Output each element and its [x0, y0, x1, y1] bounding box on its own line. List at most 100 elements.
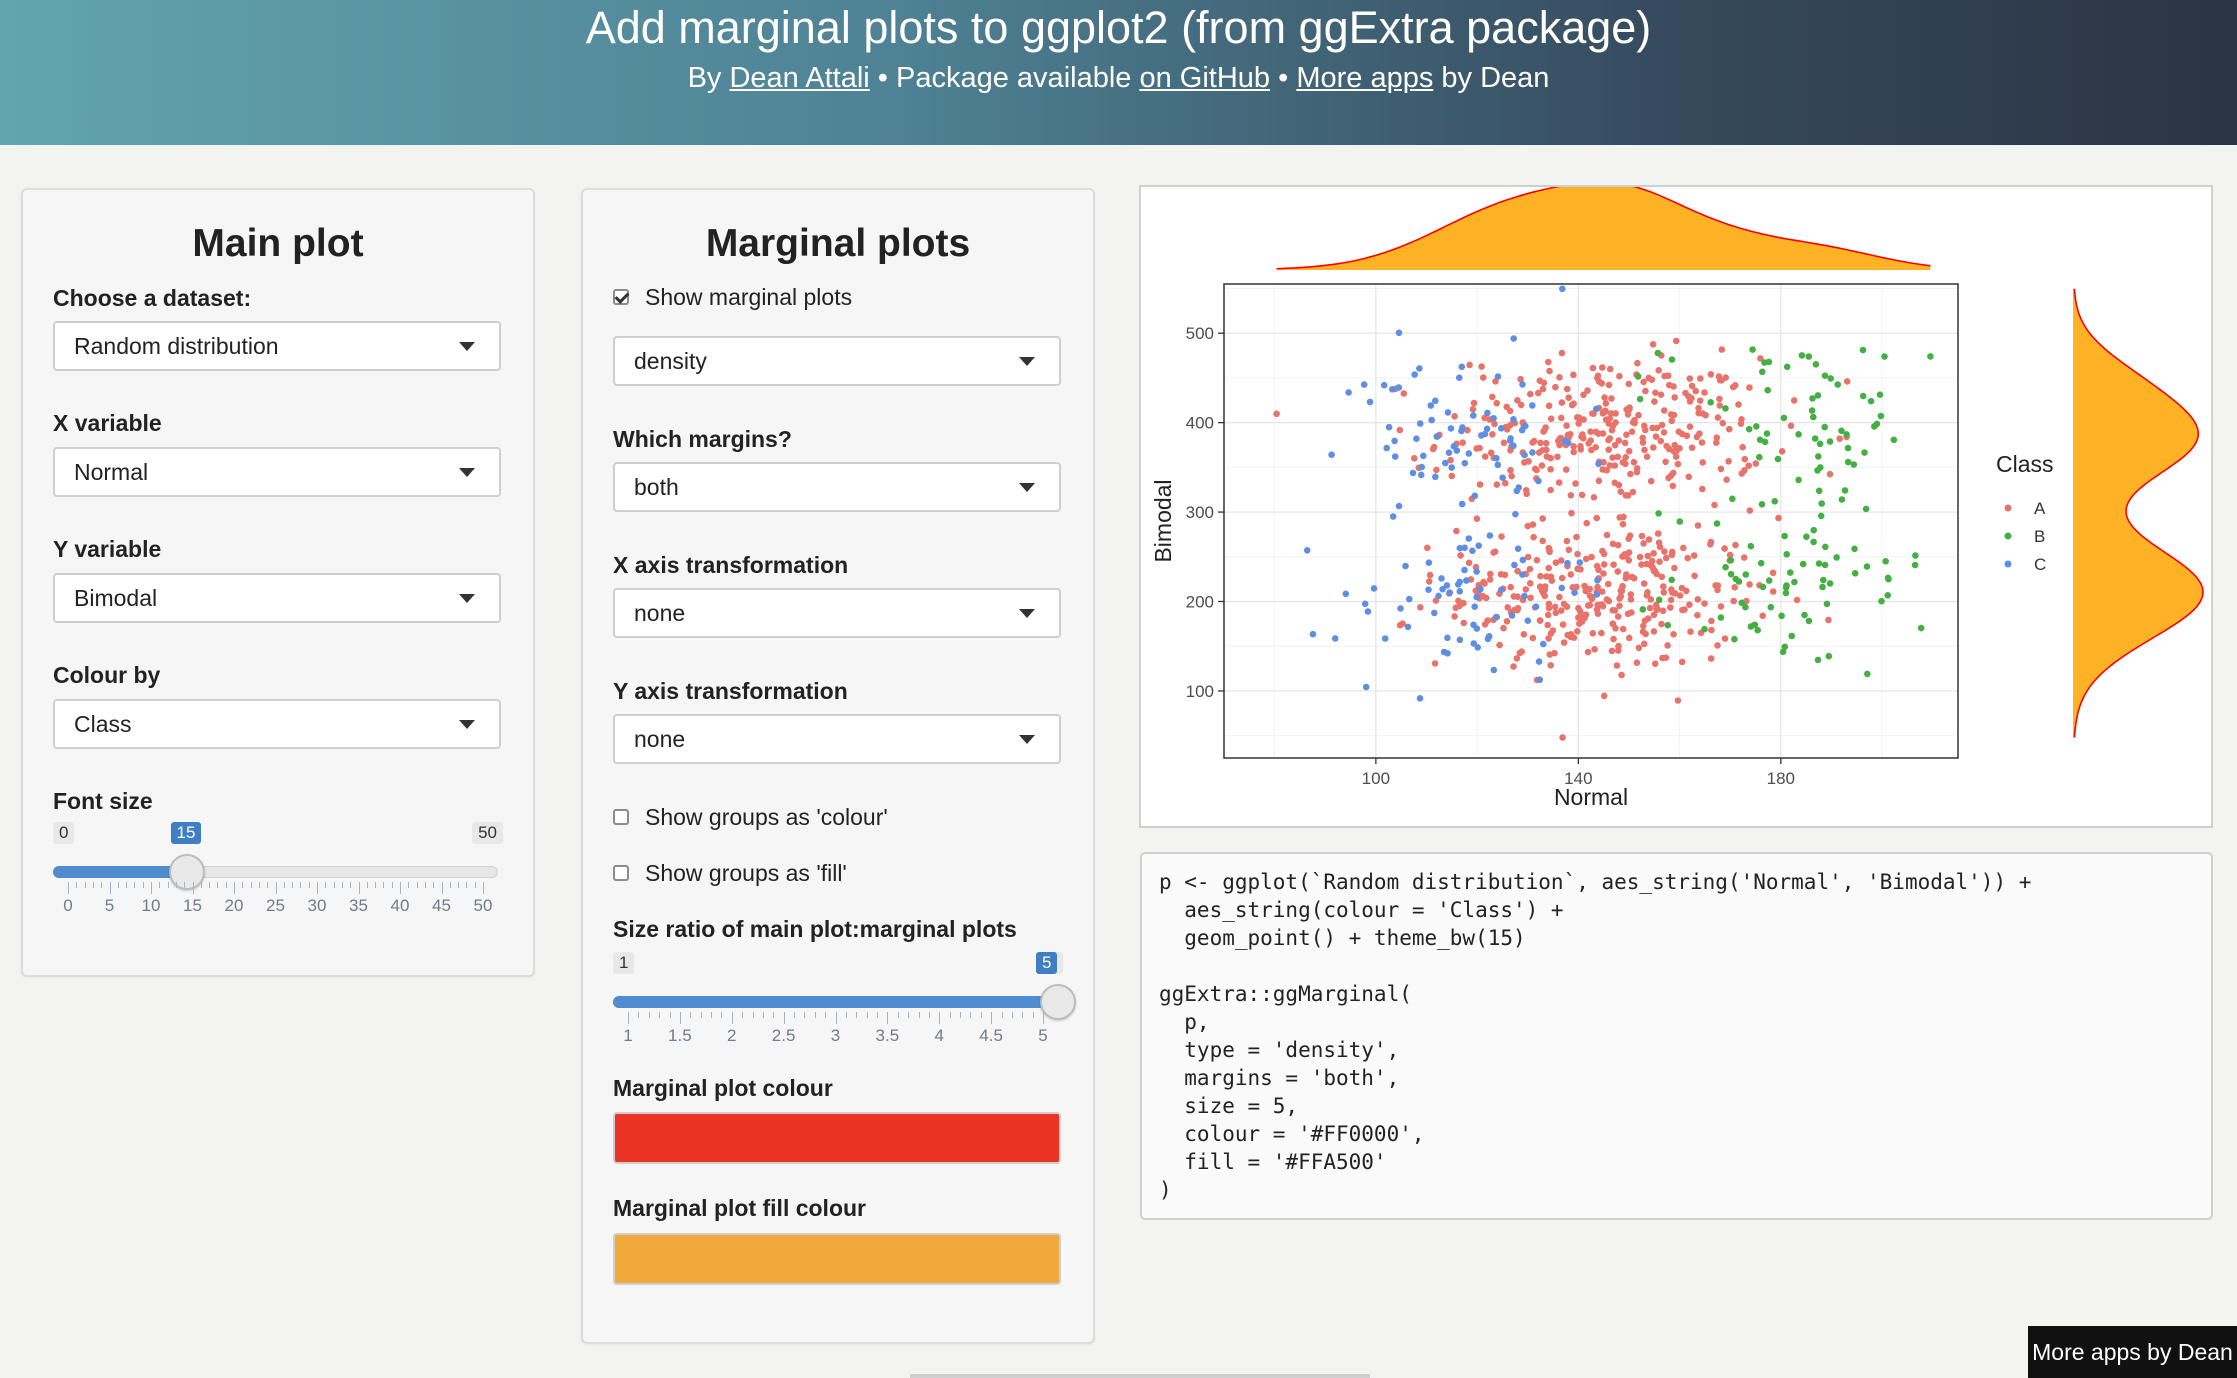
- data-point-A: [1563, 422, 1570, 429]
- data-point-A: [1589, 630, 1597, 637]
- legend-label-C: C: [2034, 555, 2046, 574]
- data-point-A: [1538, 462, 1546, 469]
- colour-by-select[interactable]: Class: [53, 699, 501, 749]
- data-point-C: [1456, 374, 1463, 381]
- data-point-A: [1510, 593, 1518, 600]
- data-point-A: [1484, 617, 1491, 624]
- data-point-A: [1590, 494, 1598, 501]
- data-point-A: [1601, 394, 1608, 401]
- font-slider-minor-tick: [200, 882, 202, 888]
- data-point-A: [1628, 428, 1636, 435]
- data-point-B: [1798, 352, 1806, 359]
- data-point-A: [1545, 635, 1552, 642]
- data-point-B: [1890, 436, 1898, 444]
- data-point-C: [1521, 451, 1528, 459]
- data-point-C: [1416, 420, 1424, 427]
- data-point-B: [1729, 495, 1736, 503]
- data-point-A: [1650, 567, 1658, 575]
- data-point-A: [1647, 477, 1655, 485]
- legend-key-C: [2004, 560, 2012, 568]
- font-size-slider[interactable]: 0 50 15 0 5 10 15 20 25 30 35 40 45 50: [53, 822, 503, 915]
- size-slider-tick: [835, 1012, 837, 1024]
- data-point-B: [1803, 533, 1810, 540]
- groups-fill-checkbox[interactable]: Show groups as 'fill': [613, 860, 913, 888]
- data-point-C: [1417, 471, 1425, 479]
- data-point-A: [1826, 470, 1834, 478]
- size-ratio-slider[interactable]: 15511.522.533.544.55: [613, 952, 1076, 1045]
- data-point-A: [1670, 631, 1677, 638]
- x-variable-select[interactable]: Normal: [53, 447, 501, 497]
- data-point-A: [1790, 397, 1798, 404]
- data-point-A: [1644, 589, 1651, 596]
- data-point-B: [1863, 563, 1871, 570]
- data-point-C: [1381, 635, 1389, 642]
- size-slider-minor-tick: [845, 1012, 847, 1018]
- data-point-A: [1589, 364, 1597, 372]
- author-link[interactable]: Dean Attali: [729, 62, 870, 94]
- data-point-A: [1668, 417, 1676, 425]
- data-point-A: [1617, 488, 1624, 496]
- marginal-colour-picker[interactable]: [613, 1112, 1061, 1164]
- data-point-A: [1451, 613, 1458, 620]
- data-point-A: [1654, 530, 1662, 537]
- margins-select[interactable]: both: [613, 462, 1061, 512]
- data-point-B: [1810, 526, 1817, 534]
- data-point-A: [1730, 597, 1737, 605]
- more-apps-button[interactable]: More apps by Dean: [2028, 1326, 2237, 1378]
- github-link[interactable]: on GitHub: [1139, 62, 1271, 94]
- font-slider-minor-tick: [84, 882, 86, 888]
- data-point-A: [1643, 560, 1650, 568]
- data-point-A: [1481, 414, 1488, 422]
- font-slider-minor-tick: [416, 882, 418, 888]
- data-point-A: [1657, 437, 1665, 445]
- plot-type-select[interactable]: density: [613, 336, 1061, 386]
- data-point-B: [1814, 656, 1822, 664]
- legend-label-B: B: [2034, 527, 2045, 546]
- data-point-C: [1331, 635, 1339, 642]
- y-transform-select[interactable]: none: [613, 714, 1061, 764]
- more-apps-link[interactable]: More apps: [1296, 62, 1434, 94]
- dataset-select-value: Random distribution: [74, 333, 279, 359]
- font-slider-tick: [483, 882, 484, 894]
- size-slider-fill: [613, 996, 1058, 1008]
- data-point-B: [1822, 543, 1829, 551]
- font-slider-handle[interactable]: [168, 854, 205, 890]
- data-point-A: [1396, 426, 1404, 434]
- data-point-A: [1630, 458, 1638, 466]
- data-point-A: [1426, 571, 1434, 579]
- data-point-C: [1364, 608, 1372, 615]
- data-point-A: [1547, 486, 1554, 494]
- size-slider-minor-tick: [949, 1012, 951, 1018]
- data-point-A: [1600, 550, 1608, 558]
- size-slider-handle[interactable]: [1040, 984, 1076, 1020]
- dataset-select[interactable]: Random distribution: [53, 321, 501, 371]
- data-point-C: [1432, 473, 1439, 481]
- data-point-A: [1644, 552, 1652, 560]
- marginal-fill-label: Marginal plot fill colour: [613, 1195, 866, 1221]
- x-variable-select-value: Normal: [74, 459, 149, 485]
- marginal-fill-picker[interactable]: [613, 1233, 1061, 1285]
- size-ratio-label: Size ratio of main plot:marginal plots: [613, 916, 1017, 942]
- data-point-C: [1456, 578, 1463, 586]
- font-slider-minor-tick: [325, 882, 327, 888]
- show-marginal-checkbox[interactable]: Show marginal plots: [613, 284, 913, 312]
- data-point-A: [1641, 446, 1648, 454]
- chevron-down-icon: [1019, 735, 1035, 744]
- data-point-B: [1781, 643, 1789, 651]
- data-point-B: [1814, 467, 1821, 474]
- data-point-A: [1612, 410, 1619, 417]
- data-point-A: [1610, 635, 1617, 643]
- x-transform-select[interactable]: none: [613, 588, 1061, 638]
- data-point-A: [1493, 481, 1501, 488]
- data-point-A: [1584, 648, 1592, 656]
- data-point-C: [1456, 588, 1464, 595]
- size-slider-tick-label: 1.5: [668, 1026, 692, 1045]
- horizontal-scrollbar[interactable]: [910, 1374, 1370, 1378]
- data-point-A: [1696, 397, 1704, 404]
- data-point-A: [1605, 597, 1613, 605]
- groups-colour-checkbox[interactable]: Show groups as 'colour': [613, 804, 913, 832]
- right-marginal-density-fill: [2073, 288, 2203, 738]
- font-slider-tick: [192, 882, 194, 894]
- data-point-B: [1668, 576, 1675, 584]
- y-variable-select[interactable]: Bimodal: [53, 573, 501, 623]
